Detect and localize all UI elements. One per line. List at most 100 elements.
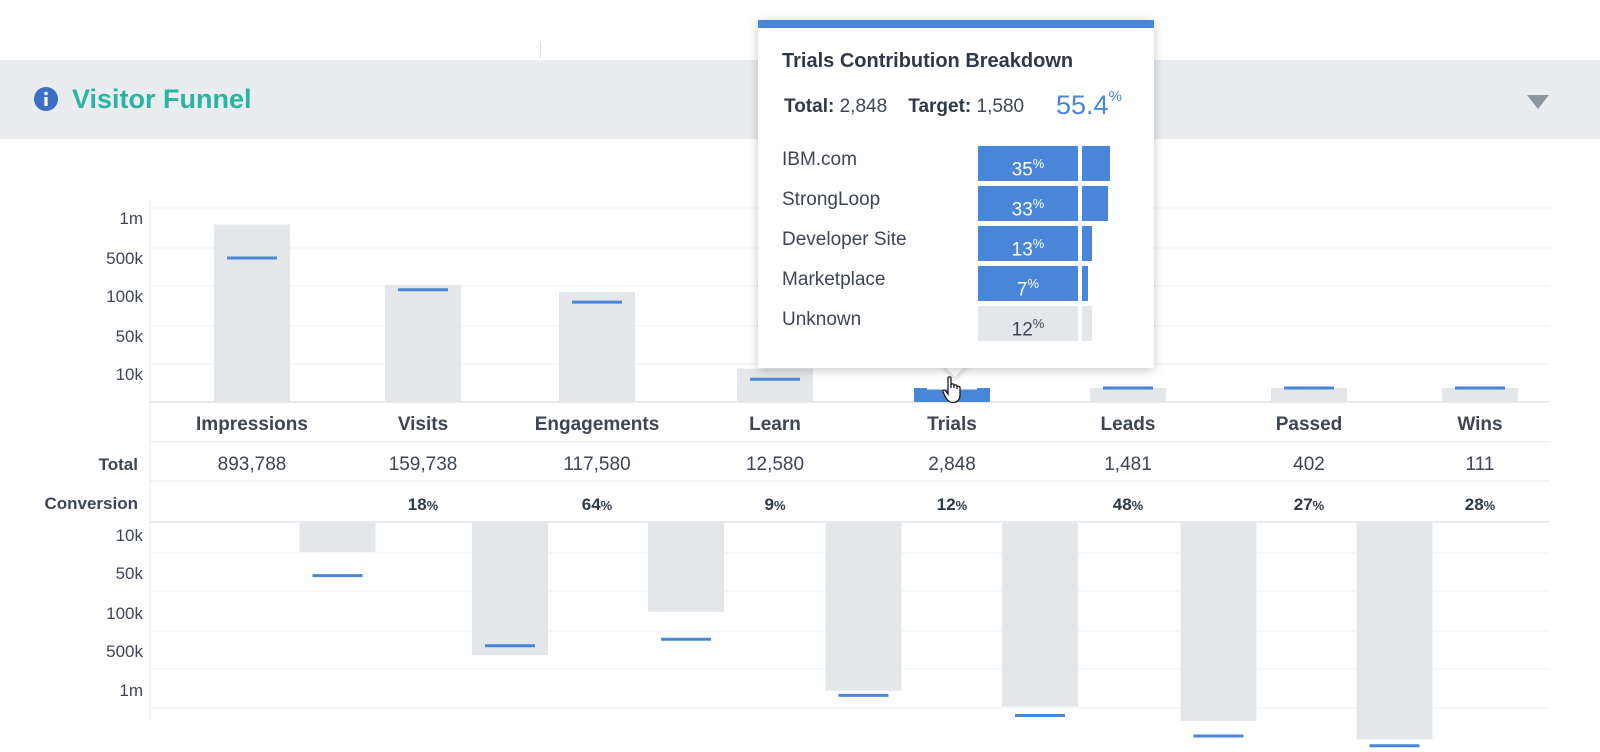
y-tick-label: 10k (116, 365, 144, 384)
y-tick-label: 1m (119, 681, 143, 700)
total-value: 893,788 (218, 454, 287, 475)
tooltip-total-value: 2,848 (839, 96, 888, 117)
total-value: 117,580 (563, 454, 630, 475)
tooltip-source-percent-value: 13 (1011, 239, 1033, 261)
category-label: Visits (398, 414, 448, 435)
conversion-unit: % (1313, 498, 1325, 513)
tooltip-percent: 55.4% (1056, 88, 1122, 121)
tooltip-source-name: Marketplace (782, 269, 886, 290)
drop-off-bar (1356, 522, 1433, 740)
total-value: 1,481 (1104, 454, 1152, 475)
tooltip-source-percent-unit: % (1027, 276, 1040, 291)
tooltip-source-percent: 12% (978, 306, 1078, 341)
row-label-conversion: Conversion (44, 494, 138, 513)
drop-off-bar (825, 522, 902, 691)
total-value: 12,580 (746, 454, 804, 475)
funnel-bar (559, 292, 635, 402)
tooltip-source-name: Developer Site (782, 229, 907, 250)
tooltip-stats: Total: 2,848 Target: 1,580 (784, 96, 1024, 118)
tooltip-source-percent-value: 33 (1011, 199, 1033, 221)
tooltip-source-percent: 33% (978, 186, 1078, 221)
drop-off-bar (648, 522, 724, 612)
tooltip-source-percent-unit: % (1032, 236, 1045, 251)
y-tick-label: 500k (106, 249, 143, 268)
funnel-bar (385, 284, 461, 402)
tooltip-total-label: Total: (784, 96, 835, 117)
tooltip-source-name: StrongLoop (782, 189, 881, 210)
tooltip-percent-value: 55.4 (1056, 90, 1109, 120)
tooltip-source-row: Marketplace 7% (782, 265, 1142, 305)
tooltip-source-percent-unit: % (1032, 196, 1045, 211)
total-value: 111 (1466, 454, 1495, 475)
category-label: Learn (749, 414, 801, 435)
tooltip-source-percent: 35% (978, 146, 1078, 181)
tooltip-source-percent: 7% (978, 266, 1078, 301)
conversion-value: 18% (408, 495, 439, 514)
category-label: Passed (1276, 414, 1343, 435)
y-tick-label: 1m (119, 209, 143, 228)
tooltip-target-label: Target: (908, 96, 972, 117)
category-label: Leads (1101, 414, 1156, 435)
drop-off-bar (1180, 522, 1257, 721)
drop-off-bar (1002, 522, 1078, 707)
tooltip-source-name: IBM.com (782, 149, 857, 170)
conversion-value: 9% (764, 495, 785, 514)
total-value: 159,738 (389, 454, 458, 475)
y-tick-label: 500k (106, 642, 143, 661)
triangle-down-icon[interactable] (1525, 93, 1551, 111)
conversion-value: 64% (582, 495, 613, 514)
category-label: Impressions (196, 414, 308, 435)
category-label: Engagements (535, 414, 660, 435)
tooltip-source-row: Developer Site 13% (782, 225, 1142, 265)
conversion-unit: % (1484, 498, 1496, 513)
total-value: 402 (1293, 454, 1325, 475)
trials-breakdown-tooltip: Trials Contribution Breakdown Total: 2,8… (758, 20, 1154, 368)
total-value: 2,848 (928, 454, 976, 475)
tooltip-title: Trials Contribution Breakdown (782, 50, 1074, 72)
funnel-bar (1442, 388, 1518, 402)
conversion-value: 28% (1465, 495, 1496, 514)
y-tick-label: 10k (116, 526, 144, 545)
tooltip-source-name: Unknown (782, 309, 862, 330)
conversion-unit: % (1132, 498, 1144, 513)
tooltip-percent-unit: % (1108, 88, 1122, 105)
panel-title: Visitor Funnel (72, 84, 252, 114)
tooltip-source-percent-unit: % (1032, 316, 1045, 331)
category-label: Wins (1457, 414, 1502, 435)
tooltip-source-percent-unit: % (1032, 156, 1045, 171)
conversion-unit: % (601, 498, 613, 513)
funnel-bar (214, 224, 290, 402)
tooltip-share-bar (1082, 306, 1092, 341)
tooltip-source-row: StrongLoop 33% (782, 185, 1142, 225)
hand-pointer-icon (942, 376, 961, 404)
tooltip-source-percent-value: 12 (1011, 319, 1033, 341)
funnel-bar (737, 368, 813, 402)
conversion-value: 27% (1294, 495, 1325, 514)
tooltip-source-row: Unknown 12% (782, 305, 1142, 345)
tooltip-target-value: 1,580 (976, 96, 1025, 117)
funnel-bar (1271, 388, 1347, 402)
category-label: Trials (927, 414, 977, 435)
tooltip-share-bar (1082, 146, 1110, 181)
drop-off-bar (472, 522, 548, 656)
y-tick-label: 100k (106, 287, 143, 306)
conversion-value: 12% (937, 495, 968, 514)
row-label-total: Total (99, 455, 138, 474)
tooltip-share-bar (1082, 266, 1088, 301)
tooltip-share-bar (1082, 186, 1109, 221)
top-divider-tick (540, 42, 541, 58)
conversion-unit: % (774, 498, 786, 513)
info-icon[interactable] (34, 87, 58, 111)
conversion-value: 48% (1113, 495, 1144, 514)
y-tick-label: 50k (116, 564, 144, 583)
conversion-unit: % (956, 498, 968, 513)
y-tick-label: 100k (106, 604, 143, 623)
tooltip-source-row: IBM.com 35% (782, 145, 1142, 185)
funnel-bar (1090, 388, 1166, 402)
tooltip-share-bar (1082, 226, 1093, 261)
y-tick-label: 50k (116, 327, 144, 346)
tooltip-source-percent-value: 35 (1011, 159, 1033, 181)
conversion-unit: % (427, 498, 439, 513)
drop-off-bar (299, 522, 376, 552)
tooltip-source-percent: 13% (978, 226, 1078, 261)
